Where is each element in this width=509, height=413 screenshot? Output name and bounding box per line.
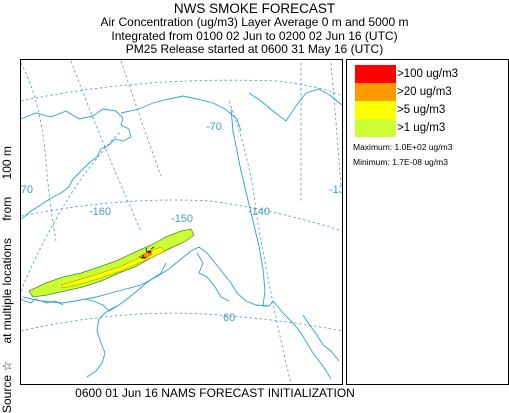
legend-label-20: >20 ug/m3: [397, 86, 452, 98]
graticule-line: [21, 62, 57, 242]
legend-swatch-20: [355, 83, 396, 101]
lon-label-140: -140: [248, 206, 270, 218]
maximum-value: Maximum: 1.0E+02 ug/m3: [353, 142, 453, 152]
map-canvas: -170 -160 -150 -140 -130 -70 60: [21, 60, 342, 384]
legend-label-100: >100 ug/m3: [397, 68, 459, 80]
coast-path: [21, 108, 132, 220]
graticule-line: [21, 79, 342, 102]
legend-swatch-1: [355, 119, 396, 137]
coast-path: [86, 262, 167, 378]
forecast-title: NWS SMOKE FORECAST: [173, 1, 336, 16]
longitude-labels: -170 -160 -150 -140 -130 -70 60: [21, 121, 342, 324]
lat-label-70: -70: [206, 121, 222, 133]
height-label: 100 m: [0, 146, 14, 180]
coast-path: [84, 298, 120, 312]
graticule-line: [21, 130, 122, 292]
coast-path: [272, 300, 332, 380]
source-side-label: Source ☆ at multiple locations from 100 …: [0, 33, 16, 413]
minimum-value: Minimum: 1.7E-08 ug/m3: [353, 157, 448, 167]
lat-label-60: 60: [223, 312, 235, 324]
release-start: PM25 Release started at 0600 31 May 16 (…: [125, 42, 384, 56]
graticule: [21, 60, 342, 384]
plume-5ug: [60, 246, 166, 289]
legend-swatch-5: [355, 101, 396, 119]
legend-swatch-100: [355, 65, 396, 83]
coast-path: [120, 95, 242, 132]
graticule-line: [70, 60, 142, 232]
smoke-plume: [28, 228, 195, 298]
coast-path: [302, 314, 340, 362]
lon-label-160: -160: [89, 206, 111, 218]
coast-path: [196, 252, 230, 302]
graticule-line: [330, 62, 342, 187]
graticule-line: [21, 312, 342, 332]
concentration-subtitle: Air Concentration (ug/m3) Layer Average …: [100, 15, 409, 29]
plume-1ug: [28, 228, 195, 298]
graticule-line: [228, 100, 292, 384]
integration-period: Integrated from 0100 02 Jun to 0200 02 J…: [111, 29, 398, 43]
locations-label: at multiple locations: [0, 238, 14, 344]
lon-label-150: -150: [171, 213, 193, 225]
source-marker: [141, 246, 155, 259]
graticule-line: [21, 199, 342, 232]
coast-path: [248, 88, 342, 122]
legend-panel: >100 ug/m3 >20 ug/m3 >5 ug/m3 >1 ug/m3 M…: [346, 59, 509, 385]
coastline: [21, 88, 342, 380]
legend-label-5: >5 ug/m3: [397, 104, 446, 116]
lon-label-170: -170: [21, 184, 33, 196]
smoke-map: -170 -160 -150 -140 -130 -70 60: [20, 59, 343, 385]
lon-label-130: -130: [329, 184, 342, 196]
initialization-footer: 0600 01 Jun 16 NAMS FORECAST INITIALIZAT…: [75, 386, 355, 400]
graticule-line: [120, 60, 162, 177]
legend-label-1: >1 ug/m3: [397, 122, 446, 134]
coast-path: [21, 298, 64, 306]
from-label: from: [0, 196, 14, 221]
